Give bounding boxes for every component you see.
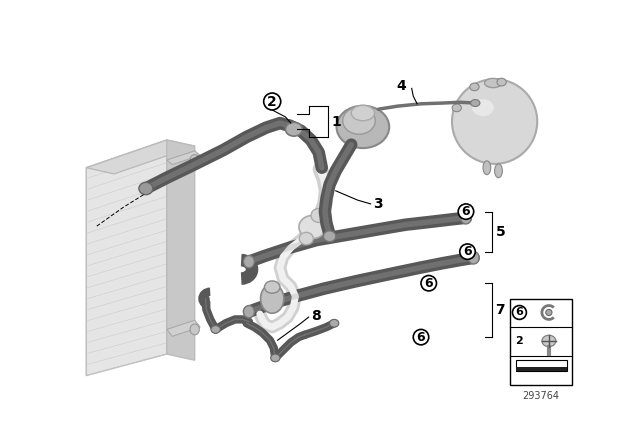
Circle shape	[458, 204, 474, 220]
Ellipse shape	[497, 78, 506, 86]
Circle shape	[546, 310, 552, 315]
Ellipse shape	[244, 306, 254, 318]
Ellipse shape	[470, 99, 480, 107]
Ellipse shape	[244, 255, 254, 268]
Circle shape	[413, 329, 429, 345]
Ellipse shape	[484, 78, 502, 88]
Ellipse shape	[472, 99, 494, 116]
Circle shape	[264, 93, 281, 110]
Ellipse shape	[190, 155, 199, 165]
Ellipse shape	[542, 335, 556, 347]
Ellipse shape	[260, 284, 284, 313]
Text: 293764: 293764	[523, 391, 559, 401]
Ellipse shape	[264, 281, 280, 293]
Text: 6: 6	[515, 307, 524, 318]
Text: 3: 3	[373, 197, 383, 211]
Ellipse shape	[211, 326, 220, 333]
Ellipse shape	[337, 106, 389, 148]
Text: 6: 6	[461, 205, 470, 218]
Circle shape	[460, 244, 476, 259]
Text: 6: 6	[424, 277, 433, 290]
Ellipse shape	[300, 233, 313, 245]
Text: 7: 7	[495, 303, 505, 317]
Ellipse shape	[495, 164, 502, 178]
Ellipse shape	[330, 319, 339, 327]
Ellipse shape	[323, 231, 336, 241]
Text: 6: 6	[463, 245, 472, 258]
Polygon shape	[167, 151, 200, 165]
Circle shape	[513, 306, 526, 319]
Ellipse shape	[483, 161, 491, 175]
Ellipse shape	[351, 105, 374, 121]
Circle shape	[452, 79, 537, 164]
Polygon shape	[167, 140, 195, 360]
Polygon shape	[86, 140, 167, 375]
Polygon shape	[86, 140, 195, 174]
Ellipse shape	[190, 324, 199, 335]
FancyBboxPatch shape	[510, 299, 572, 385]
Ellipse shape	[461, 211, 472, 224]
Text: 2: 2	[268, 95, 277, 108]
Text: 6: 6	[417, 331, 426, 344]
Ellipse shape	[468, 252, 479, 264]
Ellipse shape	[452, 104, 461, 112]
Ellipse shape	[285, 122, 303, 136]
FancyBboxPatch shape	[516, 360, 566, 371]
Text: 4: 4	[397, 79, 406, 93]
Text: 8: 8	[311, 309, 321, 323]
Text: 5: 5	[495, 224, 505, 239]
Ellipse shape	[343, 107, 375, 134]
Text: 2: 2	[516, 336, 524, 346]
Ellipse shape	[311, 208, 326, 222]
Text: 1: 1	[332, 115, 342, 129]
Ellipse shape	[299, 215, 326, 238]
Ellipse shape	[271, 354, 280, 362]
Polygon shape	[167, 320, 200, 336]
Circle shape	[421, 276, 436, 291]
Ellipse shape	[470, 83, 479, 90]
Ellipse shape	[139, 182, 153, 195]
FancyBboxPatch shape	[516, 367, 566, 371]
